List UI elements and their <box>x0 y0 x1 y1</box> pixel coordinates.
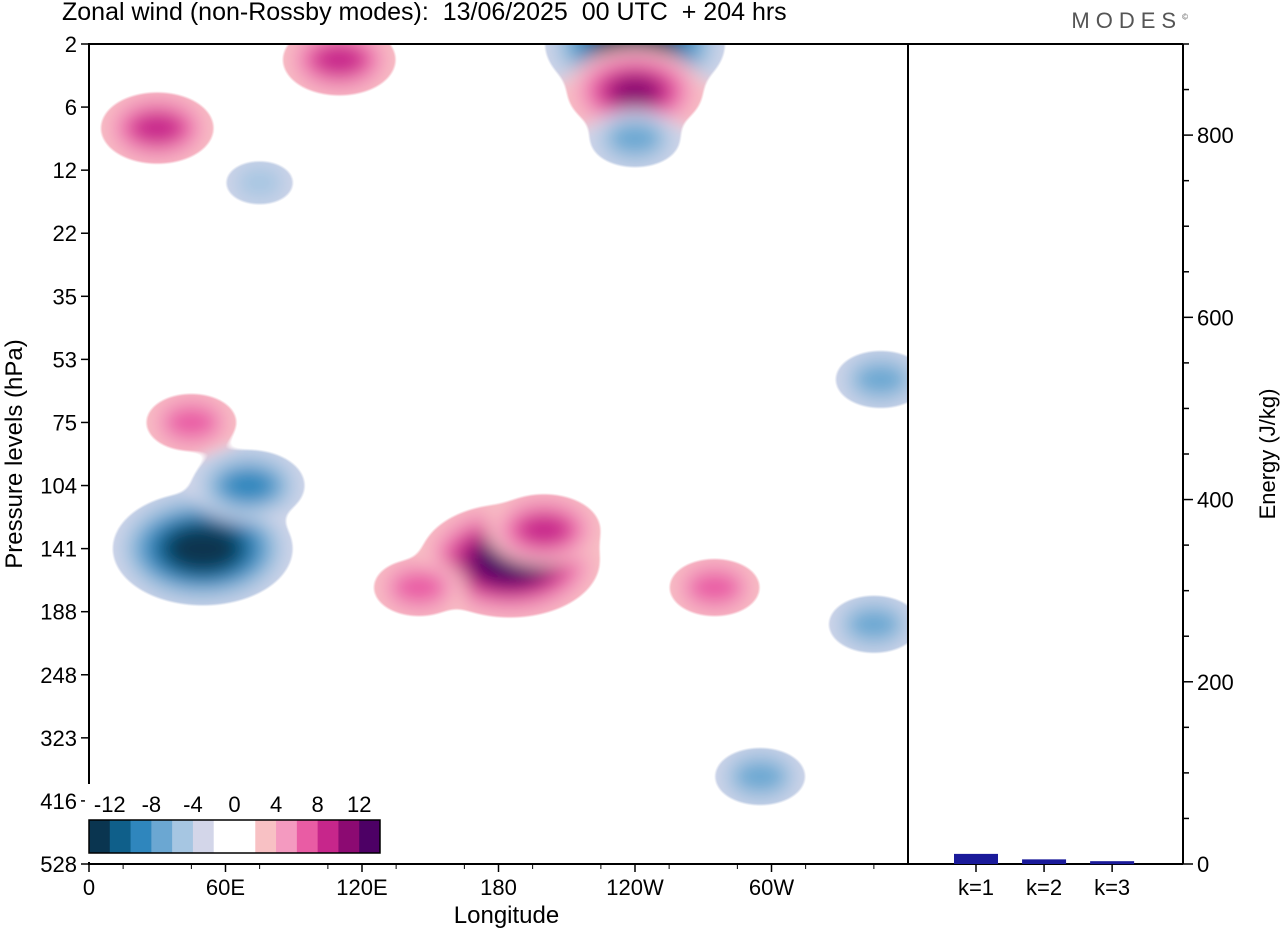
energy-bar <box>954 853 998 864</box>
energy-bar <box>1090 861 1135 865</box>
logo-text: MODES <box>1071 8 1183 33</box>
y-tick-label: 528 <box>40 852 77 877</box>
x-tick-label: 60W <box>749 875 794 900</box>
x-tick-label: 120W <box>606 875 664 900</box>
y-tick-label: 323 <box>40 726 77 751</box>
x-tick-label: 180 <box>480 875 517 900</box>
y-tick-label: 248 <box>40 663 77 688</box>
colorbar-swatch <box>296 820 319 853</box>
colorbar-swatch <box>317 820 339 853</box>
field-contour <box>735 761 786 792</box>
colorbar-swatch <box>234 820 256 853</box>
colorbar-label: 0 <box>228 792 240 817</box>
colorbar-label: 4 <box>270 792 282 817</box>
colorbar: -12 -8 -4 0 4 8 12 <box>85 784 384 862</box>
field-contour <box>610 76 660 107</box>
modes-logo: MODES© <box>1071 8 1188 34</box>
colorbar-label: 12 <box>347 792 371 817</box>
energy-tick-label: 600 <box>1197 305 1234 330</box>
y-tick-label: 53 <box>53 347 77 372</box>
energy-panel: 0 200 400 600 800 Energy (J/kg) k=1 k=2 k=3 <box>908 43 1280 900</box>
x-tick-label: 120E <box>336 875 387 900</box>
y-tick-label: 2 <box>65 32 77 57</box>
field-contour <box>393 572 444 603</box>
x-axis-label: Longitude <box>454 902 559 929</box>
colorbar-swatch <box>109 820 132 853</box>
colorbar-swatch <box>172 820 194 853</box>
field-contour <box>610 123 660 154</box>
field-contour <box>689 572 740 603</box>
field-contour <box>166 407 217 438</box>
field-contour <box>855 364 906 395</box>
bar-category-label: k=3 <box>1094 875 1130 900</box>
y-tick-label: 416 <box>40 789 77 814</box>
field-blobs <box>99 44 908 806</box>
field-contour <box>234 167 285 198</box>
y-tick-label: 22 <box>53 221 77 246</box>
logo-mark: © <box>1182 12 1188 22</box>
y-tick-label: 188 <box>40 600 77 625</box>
plot-background <box>89 44 908 864</box>
energy-tick-label: 0 <box>1197 852 1209 877</box>
colorbar-label: -8 <box>142 792 162 817</box>
x-tick-label: 0 <box>83 875 95 900</box>
field-contour <box>223 470 274 501</box>
field-contour <box>314 44 365 75</box>
energy-tick-label: 200 <box>1197 670 1234 695</box>
field-contour <box>519 514 569 545</box>
energy-tick-label: 800 <box>1197 123 1234 148</box>
y-tick-label: 75 <box>53 410 77 435</box>
y-tick-label: 35 <box>53 284 77 309</box>
y-tick-label: 12 <box>53 158 77 183</box>
energy-tick-label: 400 <box>1197 488 1234 513</box>
x-tick-label: 60E <box>206 875 245 900</box>
bar-category-label: k=1 <box>958 875 994 900</box>
colorbar-swatch <box>213 820 235 853</box>
colorbar-swatch <box>130 820 152 853</box>
colorbar-swatch <box>151 820 173 853</box>
chart-title: Zonal wind (non-Rossby modes): 13/06/202… <box>62 0 787 26</box>
colorbar-swatch <box>89 820 111 853</box>
y-axis-label: Pressure levels (hPa) <box>1 339 28 568</box>
y-tick-label: 104 <box>40 474 77 499</box>
colorbar-swatch <box>255 820 277 853</box>
colorbar-swatch <box>192 820 215 853</box>
energy-bar <box>1022 859 1067 864</box>
colorbar-label: -4 <box>183 792 203 817</box>
field-contour <box>177 533 228 564</box>
y-tick-label: 6 <box>65 95 77 120</box>
colorbar-swatch <box>338 820 360 853</box>
colorbar-swatch <box>359 820 381 853</box>
field-contour <box>848 609 899 640</box>
y-tick-label: 141 <box>40 537 77 562</box>
colorbar-swatch <box>276 820 298 853</box>
colorbar-label: -12 <box>94 792 126 817</box>
colorbar-frame <box>88 819 381 854</box>
energy-axis-label: Energy (J/kg) <box>1255 389 1280 520</box>
bar-category-label: k=2 <box>1026 875 1062 900</box>
colorbar-label: 8 <box>312 792 324 817</box>
field-contour <box>132 113 183 144</box>
wind-field <box>89 44 908 864</box>
